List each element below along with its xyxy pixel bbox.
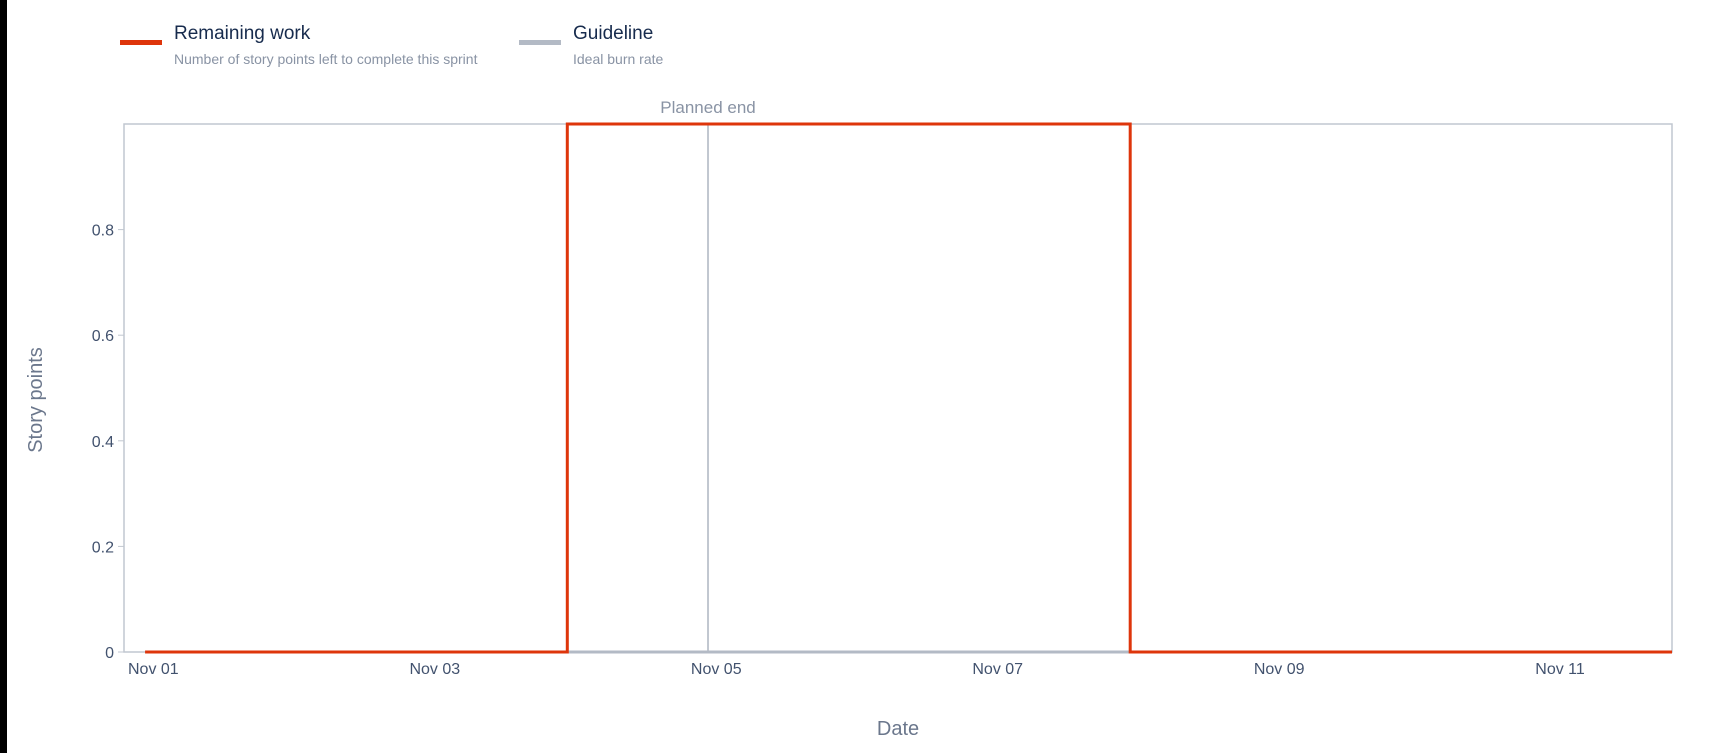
x-axis-ticks: Nov 01 Nov 03 Nov 05 Nov 07 Nov 09 Nov 11 [128,661,1585,678]
y-tick-label: 0.2 [92,539,114,556]
y-axis-title: Story points [25,347,47,453]
x-tick-label: Nov 09 [1254,661,1305,678]
y-tick-label: 0.4 [92,434,114,451]
y-tick-label: 0 [105,645,114,662]
legend-title-remaining-work: Remaining work [174,23,311,44]
series-line-remaining-work [145,122,1672,654]
legend-swatch-guideline [519,40,561,45]
plot-frame [123,123,1673,653]
legend-swatch-remaining-work [120,40,162,45]
x-axis-title: Date [877,718,919,740]
x-tick-label: Nov 05 [691,661,742,678]
x-tick-label: Nov 11 [1535,661,1585,678]
burndown-panel: Remaining work Number of story points le… [7,0,1725,753]
series-layer [145,122,1672,654]
legend-desc-guideline: Ideal burn rate [573,51,664,67]
y-tick-label: 0.8 [92,223,114,240]
burndown-chart: 00.20.40.60.8 Nov 01 Nov 03 Nov 05 Nov 07 No… [25,98,1673,740]
x-tick-label: Nov 07 [972,661,1023,678]
legend-title-guideline: Guideline [573,23,654,44]
x-tick-label: Nov 03 [409,661,460,678]
legend-desc-remaining-work: Number of story points left to complete … [174,51,478,67]
y-tick-label: 0.6 [92,328,114,345]
x-tick-label: Nov 01 [128,661,179,678]
y-axis-ticks: 0 0.2 0.4 0.6 0.8 [92,223,124,662]
planned-end-label: Planned end [660,98,755,117]
